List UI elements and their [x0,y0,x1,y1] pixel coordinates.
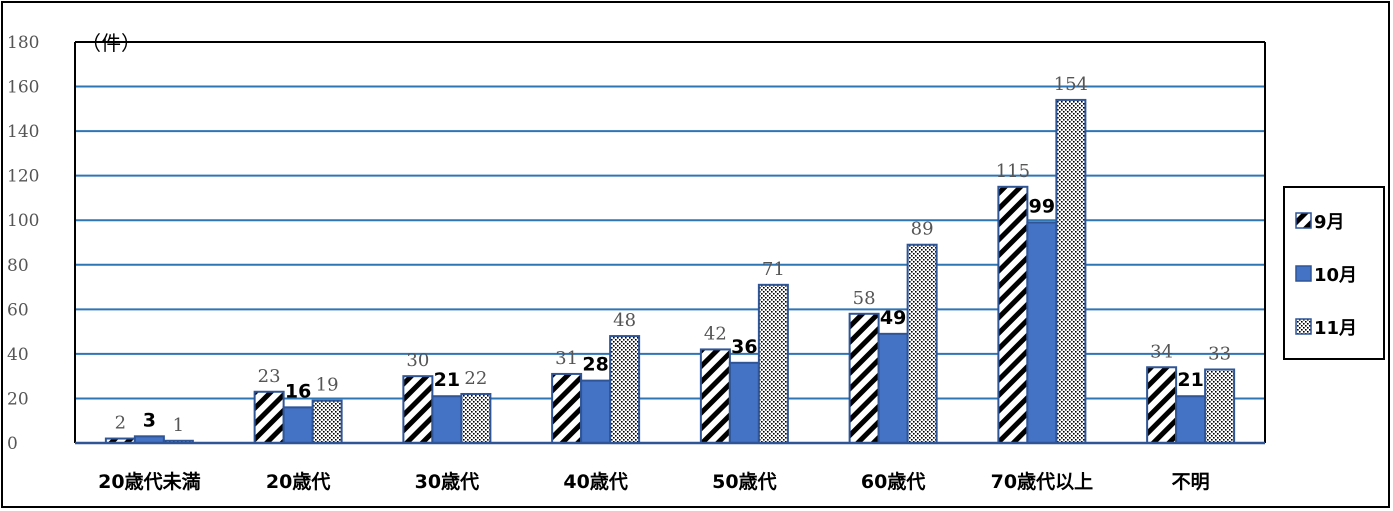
legend-label: 10月 [1314,265,1357,286]
bar [431,395,463,445]
bar [906,243,938,444]
y-tick-label: 40 [7,345,29,365]
data-label: 34 [1150,341,1173,362]
bar [311,399,343,444]
legend-swatch [1295,318,1312,335]
data-label: 89 [911,219,934,240]
x-tick-label: 20歳代未満 [98,470,200,493]
y-tick-label: 0 [7,434,18,454]
legend-label: 9月 [1314,212,1345,233]
data-label: 23 [258,366,281,387]
y-axis: 0 20 40 60 80 100 120 140 160 180 [7,33,76,454]
y-tick-label: 80 [7,256,29,276]
data-label: 30 [406,350,429,371]
data-label: 42 [704,323,727,344]
x-tick-label: 20歳代 [266,471,330,493]
bar [997,185,1029,445]
y-tick-label: 60 [7,300,29,320]
legend-swatch [1295,212,1312,229]
x-tick-label: 70歳代以上 [991,471,1093,493]
legend-label: 11月 [1314,318,1357,339]
bar [728,361,760,444]
y-tick-label: 180 [7,33,39,53]
data-label: 19 [316,375,339,396]
y-unit-label: （件） [81,31,141,55]
legend: 9月 10月 11月 [1283,186,1385,360]
bar [253,390,285,444]
bars [104,98,1236,445]
bar [877,332,909,445]
bar [1026,221,1058,444]
x-tick-label: 40歳代 [563,471,627,493]
x-tick-label: 60歳代 [861,471,925,493]
data-label: 71 [762,259,785,280]
bar [282,406,314,445]
data-label: 48 [613,310,636,331]
y-tick-label: 140 [7,122,39,142]
bar [757,283,789,445]
bar [1055,98,1087,445]
x-tick-label: 30歳代 [415,471,479,493]
legend-swatch [1295,265,1312,282]
y-tick-label: 20 [7,389,29,409]
grid-lines [75,41,1266,443]
data-label: 16 [285,380,311,402]
data-label: 28 [582,354,608,376]
bar [580,379,612,444]
bar [1175,395,1207,445]
data-label: 33 [1208,343,1231,364]
y-tick-label: 160 [7,78,39,98]
data-label: 36 [731,336,757,358]
x-tick-label: 不明 [1172,471,1210,493]
data-label: 154 [1054,74,1088,95]
data-label: 49 [880,307,906,329]
data-label: 21 [434,369,460,391]
x-axis: 20歳代未満 20歳代 30歳代 40歳代 50歳代 60歳代 70歳代以上 不明 [75,441,1265,493]
x-tick-label: 50歳代 [712,471,776,493]
data-label: 99 [1029,195,1055,217]
bar [609,335,641,445]
bar [699,348,731,444]
data-label: 1 [173,415,184,436]
y-tick-label: 100 [7,211,39,231]
bar [460,392,492,445]
bar [1146,366,1178,444]
data-label: 2 [115,413,126,434]
data-label: 31 [555,348,578,369]
data-label: 58 [853,288,876,309]
data-label: 22 [464,368,487,389]
data-label: 115 [996,161,1030,182]
bar [848,312,880,444]
data-label: 3 [143,409,156,431]
y-tick-label: 120 [7,167,39,187]
data-label: 21 [1177,369,1203,391]
bar [402,375,434,444]
bar [1204,368,1236,445]
bar [551,372,583,445]
